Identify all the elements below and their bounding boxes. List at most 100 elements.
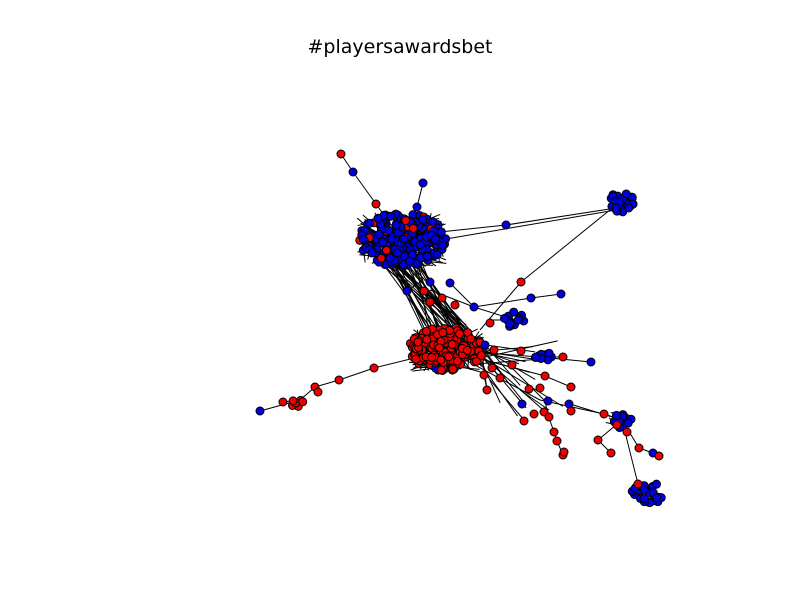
nodes-layer — [255, 149, 666, 508]
graph-edge — [439, 224, 507, 233]
graph-edge — [477, 357, 530, 373]
peripheral-node — [552, 436, 562, 446]
graph-edge — [473, 297, 532, 308]
red-cluster-node — [476, 350, 486, 360]
peripheral-node — [544, 412, 554, 422]
graph-edge — [395, 261, 461, 326]
peripheral-node — [348, 167, 358, 177]
graph-title: #playersawardsbet — [307, 36, 493, 58]
graph-edge — [478, 344, 523, 401]
peripheral-node — [425, 297, 435, 307]
peripheral-node — [369, 363, 379, 373]
peripheral-node — [556, 289, 566, 299]
blue-cluster-node — [436, 227, 446, 237]
blue-cluster-node — [374, 229, 384, 239]
blue-cluster-node — [385, 253, 395, 263]
blue-cluster-node — [418, 215, 428, 225]
peripheral-node — [517, 399, 527, 409]
graph-edge — [544, 375, 572, 388]
peripheral-node — [495, 373, 505, 383]
peripheral-node — [633, 479, 643, 489]
red-cluster-node — [466, 334, 476, 344]
graph-edge — [474, 355, 518, 417]
graph-edge — [338, 367, 375, 381]
graph-edge — [439, 209, 617, 241]
peripheral-node — [558, 352, 568, 362]
peripheral-node — [412, 202, 422, 212]
red-cluster-node — [462, 345, 472, 355]
red-cluster-node — [298, 397, 308, 407]
peripheral-node — [402, 286, 412, 296]
blue-cluster-node — [499, 313, 509, 323]
red-cluster-node — [411, 354, 421, 364]
blue-cluster-node — [624, 203, 634, 213]
graph-edge — [352, 171, 377, 205]
blue-cluster-node — [652, 493, 662, 503]
peripheral-node — [516, 277, 526, 287]
peripheral-node — [450, 300, 460, 310]
peripheral-node — [487, 363, 497, 373]
red-cluster-node — [413, 337, 423, 347]
peripheral-node — [654, 451, 664, 461]
graph-edge — [401, 266, 446, 329]
graph-edge — [520, 204, 617, 283]
blue-cluster-node — [378, 237, 388, 247]
peripheral-node — [611, 203, 621, 213]
red-cluster-node — [447, 339, 457, 349]
peripheral-node — [566, 382, 576, 392]
blue-cluster-node — [639, 484, 649, 494]
red-cluster-node — [448, 364, 458, 374]
peripheral-node — [535, 383, 545, 393]
peripheral-node — [501, 220, 511, 230]
red-cluster-node — [434, 343, 444, 353]
red-cluster-node — [444, 352, 454, 362]
peripheral-node — [507, 360, 517, 370]
red-cluster-node — [438, 327, 448, 337]
blue-cluster-node — [373, 213, 383, 223]
blue-cluster-node — [405, 256, 415, 266]
peripheral-node — [371, 199, 381, 209]
peripheral-node — [540, 371, 550, 381]
peripheral-node — [445, 278, 455, 288]
blue-cluster-node — [623, 418, 633, 428]
graph-edge — [480, 351, 526, 363]
graph-edge — [393, 262, 464, 330]
blue-cluster-node — [401, 216, 411, 226]
blue-cluster-node — [391, 220, 401, 230]
graph-edge — [489, 379, 525, 421]
blue-cluster-node — [386, 211, 396, 221]
blue-cluster-node — [387, 234, 397, 244]
graph-edge — [408, 260, 458, 335]
red-cluster-node — [421, 326, 431, 336]
blue-cluster-node — [399, 234, 409, 244]
peripheral-node — [313, 387, 323, 397]
peripheral-node — [425, 277, 435, 287]
peripheral-node — [479, 370, 489, 380]
peripheral-node — [519, 416, 529, 426]
blue-cluster-node — [621, 189, 631, 199]
blue-cluster-node — [408, 210, 418, 220]
peripheral-node — [622, 427, 632, 437]
blue-cluster-node — [392, 248, 402, 258]
peripheral-node — [526, 293, 536, 303]
peripheral-node — [278, 397, 288, 407]
peripheral-node — [418, 178, 428, 188]
red-cluster-node — [452, 356, 462, 366]
graph-edge — [409, 265, 435, 334]
graph-edge — [505, 207, 617, 226]
red-cluster-node — [436, 355, 446, 365]
peripheral-node — [559, 447, 569, 457]
peripheral-node — [612, 420, 622, 430]
blue-cluster-node — [651, 479, 661, 489]
red-cluster-node — [455, 329, 465, 339]
peripheral-node — [419, 286, 429, 296]
blue-cluster-node — [430, 234, 440, 244]
red-cluster-node — [422, 335, 432, 345]
peripheral-node — [437, 293, 447, 303]
graph-edge — [388, 259, 468, 329]
blue-cluster-node — [415, 240, 425, 250]
peripheral-node — [543, 396, 553, 406]
blue-cluster-node — [513, 315, 523, 325]
peripheral-node — [485, 318, 495, 328]
red-cluster-node — [436, 365, 446, 375]
